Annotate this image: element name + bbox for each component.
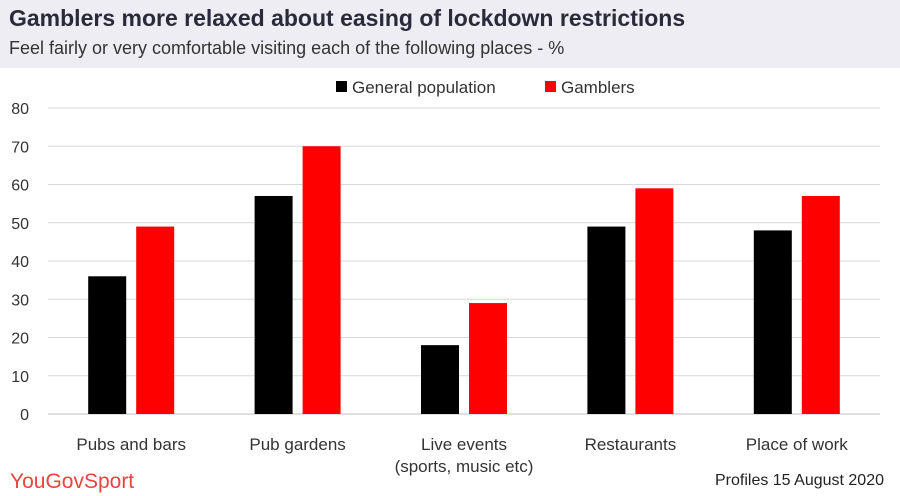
y-tick-label: 30 [11,292,29,309]
legend-gamblers-swatch [545,81,556,92]
header-band: Gamblers more relaxed about easing of lo… [0,0,900,68]
x-tick-label: Pub gardens [249,435,345,454]
legend-general-population-label: General population [352,78,496,97]
y-tick-label: 0 [20,407,29,424]
bar-general-population [88,276,127,414]
x-tick-label: Pubs and bars [76,435,186,454]
legend-general-population-swatch [336,81,347,92]
brand-logo: YouGovSport [10,470,134,494]
x-tick-label: Live events [421,435,507,454]
bar-general-population [254,195,293,414]
chart-title: Gamblers more relaxed about easing of lo… [9,5,686,31]
source-note: Profiles 15 August 2020 [714,472,884,489]
bar-general-population [753,230,792,414]
y-tick-label: 50 [11,216,29,233]
legend-gamblers-label: Gamblers [561,78,635,97]
y-tick-label: 40 [11,254,29,271]
y-tick-label: 80 [11,101,29,118]
bar-general-population [587,226,626,414]
x-tick-label: Restaurants [585,435,677,454]
x-tick-label: Place of work [746,435,849,454]
y-tick-label: 20 [11,331,29,348]
bar-gamblers [635,188,674,414]
bar-gamblers [469,303,507,414]
brand-sport: Sport [83,470,135,493]
y-tick-label: 10 [11,369,29,386]
bar-gamblers [136,226,175,414]
bar-gamblers [801,195,840,414]
chart-subtitle: Feel fairly or very comfortable visiting… [9,38,565,58]
brand-yougov: YouGov [10,470,84,493]
bar-gamblers [302,146,341,414]
x-tick-label: (sports, music etc) [395,457,534,476]
y-tick-label: 70 [11,139,29,156]
bar-general-population [421,345,459,414]
y-tick-label: 60 [11,178,29,195]
